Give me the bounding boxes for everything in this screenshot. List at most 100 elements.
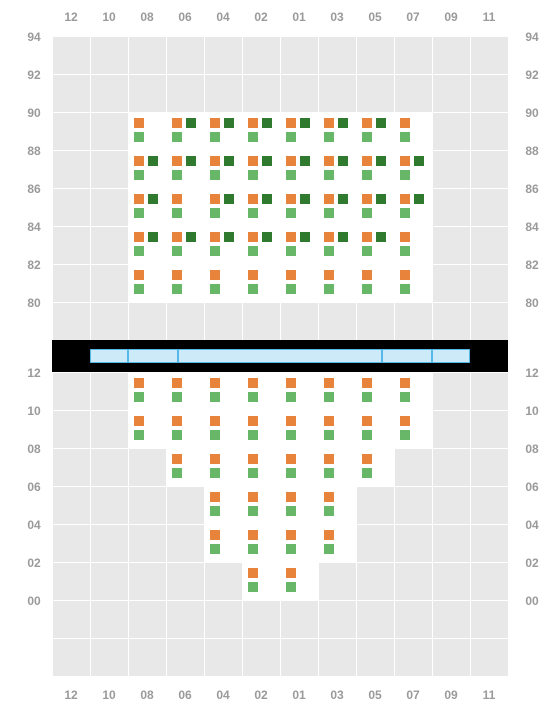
row-label-left: 12 — [24, 366, 44, 380]
slot-cell[interactable] — [166, 226, 204, 264]
square-orange — [172, 416, 182, 426]
slot-cell[interactable] — [318, 112, 356, 150]
slot-cell[interactable] — [280, 524, 318, 562]
slot-cell[interactable] — [280, 486, 318, 524]
slot-cell[interactable] — [318, 486, 356, 524]
square-darkgreen — [186, 232, 196, 242]
slot-cell[interactable] — [280, 448, 318, 486]
slot-cell[interactable] — [318, 150, 356, 188]
slot-cell[interactable] — [242, 188, 280, 226]
square-green — [400, 392, 410, 402]
square-green — [362, 246, 372, 256]
square-darkgreen — [338, 194, 348, 204]
slot-cell[interactable] — [204, 448, 242, 486]
slot-cell[interactable] — [128, 410, 166, 448]
slot-cell[interactable] — [394, 226, 432, 264]
slot-cell[interactable] — [280, 264, 318, 302]
slot-cell[interactable] — [394, 410, 432, 448]
slot-cell[interactable] — [204, 188, 242, 226]
slot-cell[interactable] — [318, 372, 356, 410]
slot-cell[interactable] — [242, 524, 280, 562]
square-orange — [286, 378, 296, 388]
slot-cell[interactable] — [242, 150, 280, 188]
slot-cell[interactable] — [166, 448, 204, 486]
slot-cell[interactable] — [318, 226, 356, 264]
square-orange — [210, 378, 220, 388]
slot-cell[interactable] — [280, 188, 318, 226]
slot-cell[interactable] — [242, 448, 280, 486]
slot-cell[interactable] — [204, 410, 242, 448]
slot-cell[interactable] — [166, 264, 204, 302]
slot-cell[interactable] — [128, 226, 166, 264]
slot-cell[interactable] — [318, 448, 356, 486]
slot-cell[interactable] — [242, 486, 280, 524]
slot-cell[interactable] — [356, 150, 394, 188]
slot-cell[interactable] — [204, 486, 242, 524]
rack-diagram: 1212101008080606040402020101030305050707… — [0, 0, 560, 720]
col-label-top: 09 — [441, 10, 461, 24]
slot-cell[interactable] — [280, 372, 318, 410]
slot-cell[interactable] — [356, 372, 394, 410]
slot-cell[interactable] — [394, 112, 432, 150]
slot-cell[interactable] — [280, 410, 318, 448]
slot-cell[interactable] — [280, 112, 318, 150]
slot-cell[interactable] — [394, 372, 432, 410]
slot-cell[interactable] — [204, 150, 242, 188]
square-green — [324, 284, 334, 294]
slot-cell[interactable] — [394, 188, 432, 226]
slot-cell[interactable] — [242, 112, 280, 150]
slot-cell[interactable] — [204, 372, 242, 410]
slot-cell[interactable] — [280, 562, 318, 600]
square-green — [324, 430, 334, 440]
slot-cell[interactable] — [242, 562, 280, 600]
square-green — [248, 544, 258, 554]
square-green — [172, 430, 182, 440]
slot-cell[interactable] — [356, 264, 394, 302]
slot-cell[interactable] — [318, 264, 356, 302]
slot-cell[interactable] — [280, 150, 318, 188]
row-label-right: 10 — [522, 404, 542, 418]
col-label-top: 05 — [365, 10, 385, 24]
square-green — [210, 506, 220, 516]
square-orange — [172, 194, 182, 204]
square-orange — [210, 194, 220, 204]
slot-cell[interactable] — [166, 372, 204, 410]
slot-cell[interactable] — [356, 226, 394, 264]
slot-cell[interactable] — [128, 264, 166, 302]
square-green — [286, 582, 296, 592]
square-orange — [248, 156, 258, 166]
square-orange — [134, 156, 144, 166]
slot-cell[interactable] — [242, 226, 280, 264]
slot-cell[interactable] — [204, 112, 242, 150]
slot-cell[interactable] — [356, 112, 394, 150]
slot-cell[interactable] — [356, 188, 394, 226]
slot-cell[interactable] — [318, 524, 356, 562]
slot-cell[interactable] — [128, 150, 166, 188]
square-orange — [362, 378, 372, 388]
slot-cell[interactable] — [128, 188, 166, 226]
slot-cell[interactable] — [166, 150, 204, 188]
slot-cell[interactable] — [204, 524, 242, 562]
slot-cell[interactable] — [128, 112, 166, 150]
slot-cell[interactable] — [242, 372, 280, 410]
slot-cell[interactable] — [356, 448, 394, 486]
slot-cell[interactable] — [242, 264, 280, 302]
slot-cell[interactable] — [356, 410, 394, 448]
square-orange — [324, 378, 334, 388]
square-green — [172, 392, 182, 402]
slot-cell[interactable] — [204, 226, 242, 264]
slot-cell[interactable] — [166, 188, 204, 226]
slot-cell[interactable] — [280, 226, 318, 264]
slot-cell[interactable] — [166, 410, 204, 448]
slot-cell[interactable] — [318, 410, 356, 448]
square-green — [400, 246, 410, 256]
slot-cell[interactable] — [204, 264, 242, 302]
slot-cell[interactable] — [166, 112, 204, 150]
slot-cell[interactable] — [242, 410, 280, 448]
slot-cell[interactable] — [128, 372, 166, 410]
slot-cell[interactable] — [318, 188, 356, 226]
slot-cell[interactable] — [394, 150, 432, 188]
square-orange — [400, 416, 410, 426]
slot-cell[interactable] — [394, 264, 432, 302]
square-green — [400, 132, 410, 142]
